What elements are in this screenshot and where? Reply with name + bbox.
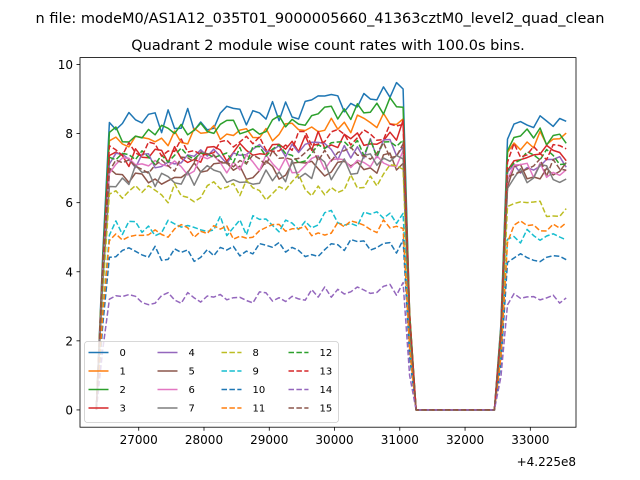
legend-label-6: 6 [189,385,195,396]
legend-label-12: 12 [320,348,333,359]
y-tick-label: 0 [65,403,73,417]
legend-label-8: 8 [253,348,259,359]
x-tick-label: 30000 [315,433,353,447]
series-line-15 [95,142,567,411]
axes-frame [79,57,577,428]
legend-label-9: 9 [253,367,259,378]
y-tick-label: 6 [65,196,73,210]
legend-label-3: 3 [120,404,126,415]
x-tick-label: 32000 [446,433,484,447]
x-tick-label: 29000 [250,433,288,447]
y-tick-label: 2 [65,334,73,348]
chart-title: Quadrant 2 module wise count rates with … [131,38,525,54]
x-axis: 27000 28000 29000 30000 31000 32000 33000 [120,427,549,447]
x-tick-label: 27000 [120,433,158,447]
legend-label-1: 1 [120,367,126,378]
y-tick-label: 8 [65,127,73,141]
legend-box [84,341,339,423]
legend-label-4: 4 [189,348,195,359]
legend-label-15: 15 [320,404,333,415]
legend-label-2: 2 [120,385,126,396]
legend-label-13: 13 [320,367,333,378]
legend-label-7: 7 [189,404,195,415]
legend-label-14: 14 [320,385,333,396]
x-tick-label: 31000 [381,433,419,447]
series-line-10 [95,238,567,411]
legend-label-11: 11 [253,404,266,415]
plot-lines [95,81,567,411]
y-tick-label: 10 [58,58,73,72]
legend-label-0: 0 [120,348,126,359]
legend-label-10: 10 [253,385,266,396]
series-line-9 [95,209,567,411]
x-offset-label: +4.225e8 [517,455,576,469]
x-tick-label: 28000 [185,433,223,447]
x-tick-label: 33000 [511,433,549,447]
legend-label-5: 5 [189,367,195,378]
y-tick-label: 4 [65,265,73,279]
y-axis: 0 2 4 6 8 10 [58,58,80,417]
figure-suptitle: n file: modeM0/AS1A12_035T01_9000005660_… [36,11,605,27]
series-line-14 [95,281,567,411]
